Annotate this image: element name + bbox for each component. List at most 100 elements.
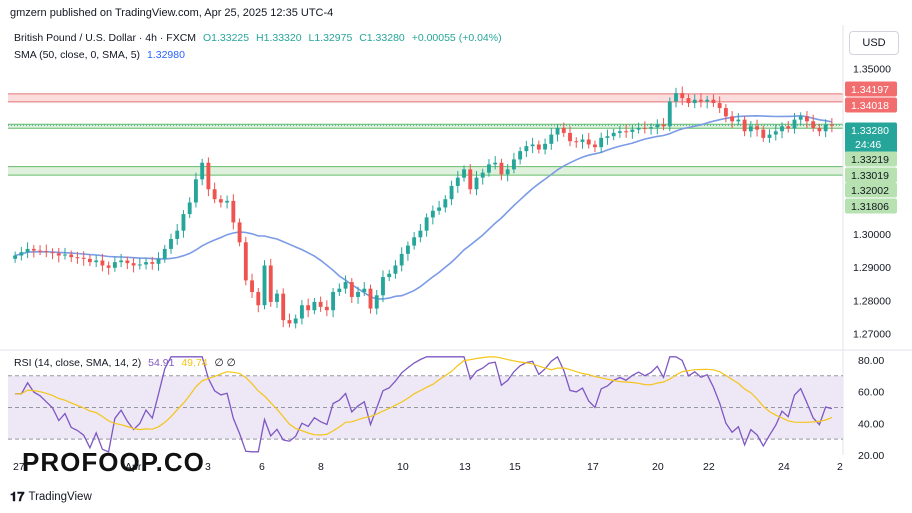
rsi-line [15, 355, 833, 453]
candle-body [125, 260, 130, 264]
ohlc-low: L1.32975 [308, 32, 353, 44]
candle-body [94, 260, 99, 263]
rsi-value: 54.91 [148, 357, 175, 369]
candle-body [680, 93, 685, 99]
candle-body [811, 121, 816, 128]
symbol-name[interactable]: British Pound / U.S. Dollar · 4h · FXCM [14, 32, 197, 44]
sma-legend[interactable]: SMA (50, close, 0, SMA, 5) 1.32980 [14, 49, 189, 61]
price-axis[interactable]: 1.35000 1.30000 1.29000 1.28000 1.27000 1.341… [845, 63, 897, 462]
candle-body [31, 248, 36, 251]
candle-body [324, 306, 329, 311]
candle-body [686, 98, 691, 104]
candle-body [112, 262, 117, 268]
rsi-tick-label: 40.00 [858, 418, 884, 430]
candle-body [13, 255, 18, 259]
candle-body [69, 254, 74, 258]
price-label-support [845, 198, 897, 214]
candle-body [699, 99, 703, 102]
candle-body [88, 258, 92, 263]
price-tick-label: 1.28000 [853, 295, 891, 307]
candle-body [137, 264, 142, 266]
price-label-support [845, 151, 897, 167]
candle-body [119, 260, 124, 263]
time-axis[interactable]: 27 Apr 3 6 8 10 13 15 17 20 22 24 2 [13, 461, 843, 473]
tradingview-brand[interactable]: 𝟏𝟕 TradingView [10, 489, 92, 505]
candle-body [649, 127, 654, 129]
rsi-ma-line [15, 356, 833, 436]
candle-body [655, 124, 660, 128]
candle-body [19, 252, 24, 256]
candle-body [63, 254, 67, 256]
price-label-text: 1.33219 [851, 154, 889, 166]
candle-body [169, 238, 173, 249]
candle-body [455, 177, 460, 186]
candle-body [362, 288, 367, 292]
candle-body [449, 185, 454, 200]
price-tick-label: 1.35000 [853, 63, 891, 75]
candle-body [250, 280, 254, 292]
tradingview-logo-icon: 𝟏𝟕 [10, 489, 25, 504]
candle-body [293, 318, 298, 324]
candle-body [106, 265, 111, 268]
candle-body [38, 250, 42, 252]
candle-body [275, 293, 279, 302]
candle-body [287, 320, 292, 324]
candle-body [200, 162, 205, 180]
sma-polyline [14, 114, 833, 300]
sma-value: 1.32980 [146, 49, 185, 61]
candle-body [281, 293, 286, 321]
candle-body [767, 134, 772, 138]
rsi-legend[interactable]: RSI (14, close, SMA, 14, 2) 54.91 49.74 … [14, 357, 240, 369]
brand-logo: PROFOOP.CO [22, 447, 205, 477]
candle-body [630, 129, 635, 132]
candle-body [25, 248, 30, 253]
candle-body [312, 301, 317, 311]
candle-body [829, 124, 834, 126]
candle-body [499, 162, 504, 175]
candle-body [593, 144, 597, 148]
candle-body [624, 131, 629, 133]
candle-body [131, 263, 136, 266]
time-tick-label: 27 [13, 461, 25, 473]
candle-body [381, 277, 385, 296]
candle-body [561, 127, 566, 133]
candle-body [318, 301, 323, 307]
candle-body [349, 282, 354, 297]
price-tick-label: 1.29000 [853, 262, 891, 274]
time-tick-label: 22 [703, 461, 715, 473]
candle-body [218, 199, 223, 203]
candle-body [524, 146, 529, 152]
candle-body [405, 245, 410, 254]
candle-body [412, 237, 417, 246]
rsi-label: RSI (14, close, SMA, 14, 2) [14, 357, 142, 369]
candle-body [156, 258, 161, 264]
price-label-text: 1.33280 [851, 125, 889, 137]
candle-body [667, 101, 672, 127]
candle-body [100, 260, 105, 266]
candle-body [692, 99, 697, 104]
candle-body [44, 251, 49, 253]
candle-body [212, 189, 217, 200]
currency-button[interactable]: USD [849, 31, 899, 55]
tradingview-wordmark: TradingView [28, 491, 92, 503]
candle-body [617, 131, 622, 133]
countdown-text: 24:46 [855, 139, 881, 151]
candle-body [306, 305, 311, 311]
price-label-support [845, 167, 897, 183]
sma-label: SMA (50, close, 0, SMA, 5) [14, 49, 141, 61]
candle-body [574, 141, 579, 143]
candle-body [798, 116, 803, 120]
price-label-text: 1.32002 [851, 185, 889, 197]
candle-body [586, 139, 591, 145]
rsi-tick-label: 80.00 [858, 355, 884, 367]
candle-body [418, 230, 423, 238]
candle-body [823, 124, 828, 132]
candle-body [393, 265, 398, 274]
candle-body [742, 119, 747, 132]
candle-body [243, 242, 248, 281]
candle-body [717, 103, 722, 109]
zone-support [8, 166, 843, 176]
candle-body [50, 252, 55, 254]
candle-body [331, 291, 336, 311]
